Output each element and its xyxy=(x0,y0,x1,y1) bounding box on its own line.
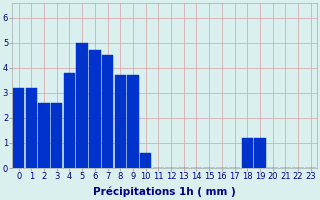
Bar xyxy=(64,73,75,168)
Bar xyxy=(13,88,24,168)
Bar xyxy=(115,75,126,168)
Bar xyxy=(38,103,50,168)
Bar xyxy=(242,138,253,168)
Bar xyxy=(51,103,62,168)
Bar xyxy=(140,153,151,168)
Bar xyxy=(76,43,88,168)
X-axis label: Précipitations 1h ( mm ): Précipitations 1h ( mm ) xyxy=(93,187,236,197)
Bar xyxy=(102,55,113,168)
Bar xyxy=(127,75,139,168)
Bar xyxy=(89,50,100,168)
Bar xyxy=(26,88,37,168)
Bar xyxy=(254,138,266,168)
